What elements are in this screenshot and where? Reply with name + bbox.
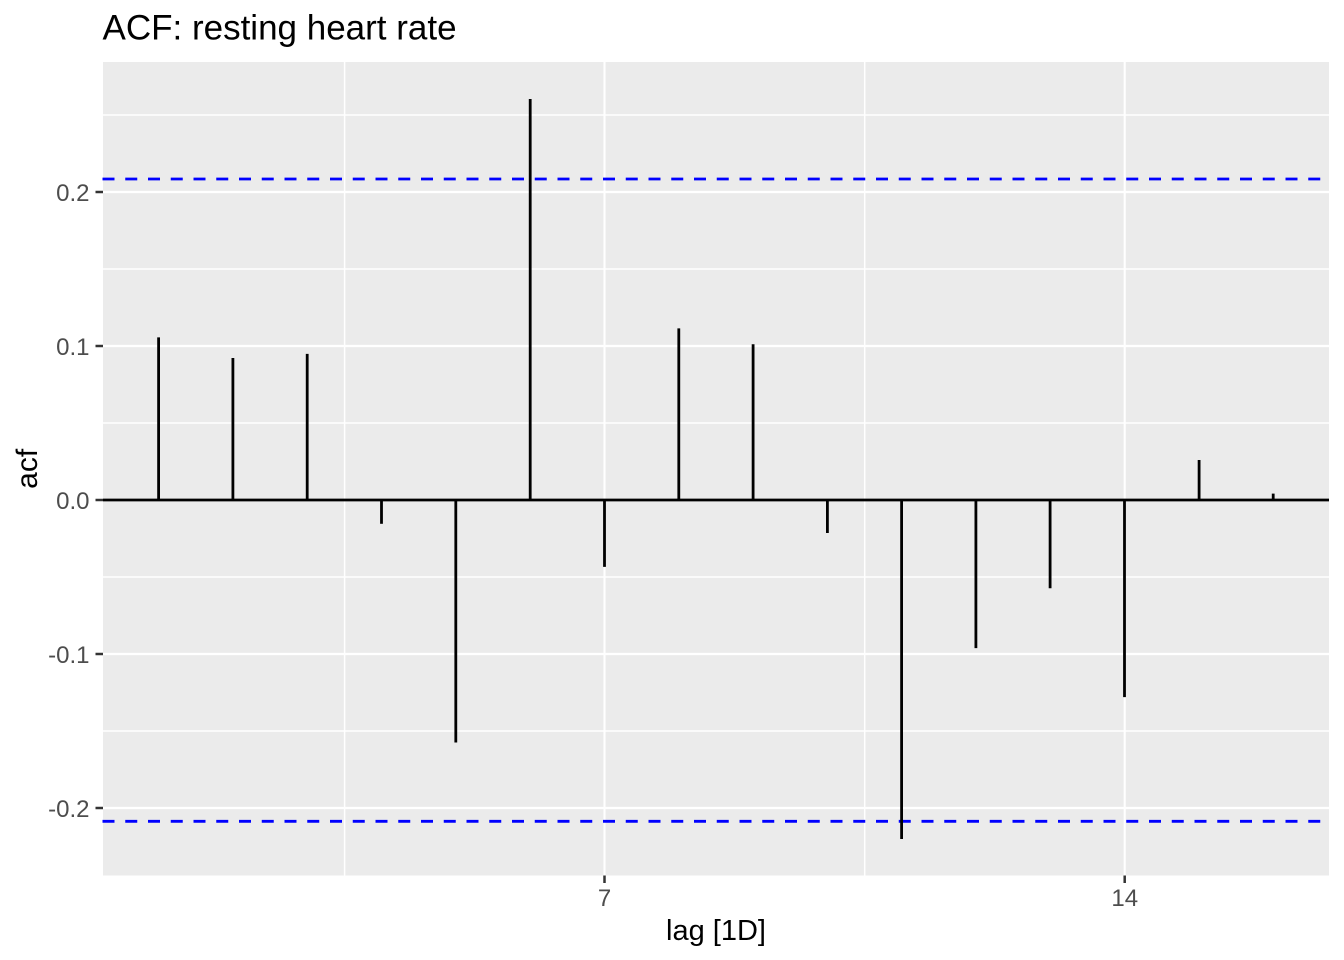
svg-text:ACF: resting heart rate: ACF: resting heart rate [103,9,457,48]
svg-text:-0.1: -0.1 [48,642,89,669]
svg-text:-0.2: -0.2 [48,796,89,823]
svg-text:0.1: 0.1 [56,334,89,361]
svg-text:7: 7 [598,885,611,912]
svg-text:0.0: 0.0 [56,488,89,515]
svg-text:14: 14 [1111,885,1138,912]
svg-text:0.2: 0.2 [56,180,89,207]
svg-text:lag [1D]: lag [1D] [666,915,766,947]
svg-text:acf: acf [11,448,44,489]
